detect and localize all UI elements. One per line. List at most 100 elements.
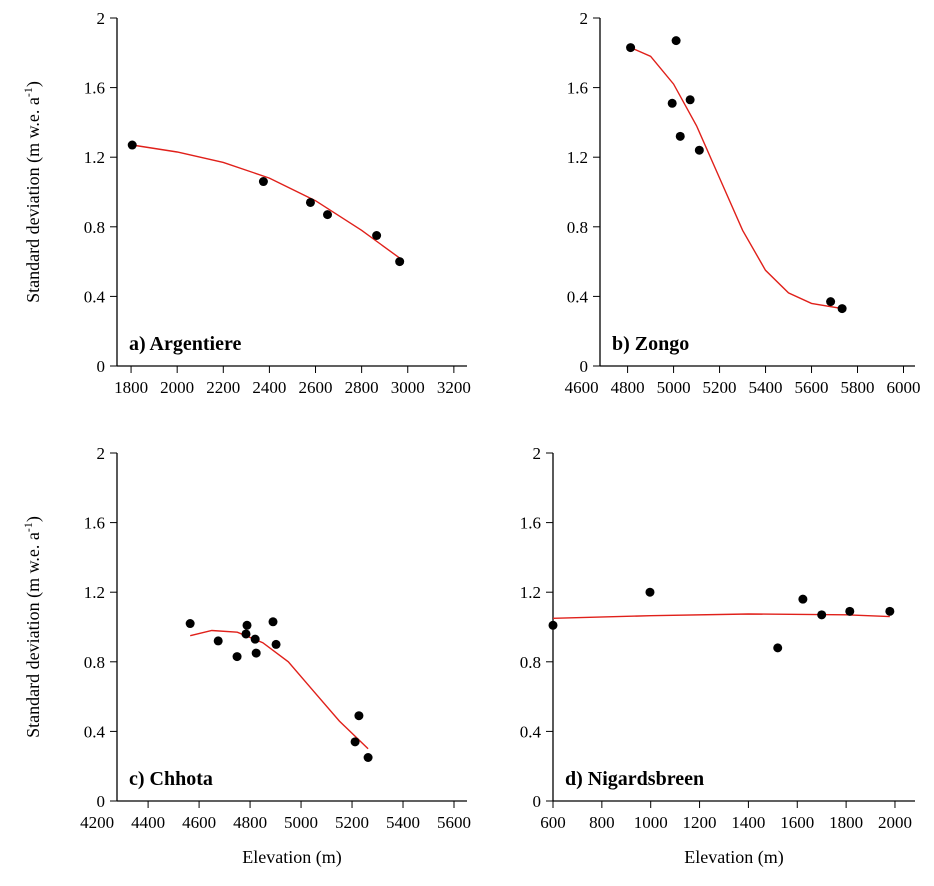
x-tick-label: 800	[589, 813, 615, 832]
panel-title: a) Argentiere	[129, 333, 241, 355]
y-tick-label: 0	[533, 792, 542, 811]
panel: 0 0.4 0.8 1.2 1.6 2 600 800 1000 1200 1400 1600 1800…	[520, 444, 915, 868]
y-label-end: )	[23, 81, 44, 87]
x-tick-label: 5200	[335, 813, 369, 832]
data-point	[271, 639, 281, 649]
data-point	[817, 610, 827, 620]
y-tick-label: 2	[97, 9, 106, 28]
y-tick-label: 0	[97, 792, 106, 811]
data-point	[251, 648, 261, 658]
x-tick-label: 2800	[345, 378, 379, 397]
x-tick-label: 4600	[565, 378, 599, 397]
fit-curve	[630, 46, 843, 310]
x-tick-label: 5200	[703, 378, 737, 397]
y-tick-label: 0.8	[567, 218, 588, 237]
y-tick-label: 2	[97, 444, 106, 463]
panel: 0 0.4 0.8 1.2 1.6 2 4200 4400 4600 4800 5000 5200 54…	[21, 444, 471, 868]
y-tick-label: 1.2	[520, 583, 541, 602]
x-tick-label: 4200	[80, 813, 114, 832]
x-tick-label: 6000	[887, 378, 921, 397]
data-point	[323, 210, 333, 220]
panel: 0 0.4 0.8 1.2 1.6 2 1800 2000 2200 2400 2600 2800 30…	[21, 9, 471, 397]
y-tick-label: 0.4	[520, 722, 542, 741]
data-point	[250, 634, 260, 644]
panel: 0 0.4 0.8 1.2 1.6 2 4600 4800 5000 5200 5400 5600 58…	[565, 9, 921, 397]
data-point	[826, 297, 836, 307]
data-point	[185, 619, 195, 629]
x-tick-label: 2200	[206, 378, 240, 397]
y-axis-label: Standard deviation (m w.e. a-1)	[21, 81, 44, 303]
data-point	[395, 257, 405, 267]
data-point	[694, 145, 704, 155]
x-tick-label: 2000	[160, 378, 194, 397]
panel-title: c) Chhota	[129, 768, 213, 790]
fit-curve	[552, 613, 890, 619]
data-point	[213, 636, 223, 646]
x-tick-label: 2400	[252, 378, 286, 397]
x-axis-label: Elevation (m)	[684, 847, 783, 868]
x-tick-label: 5400	[749, 378, 783, 397]
data-point	[798, 594, 808, 604]
data-point	[773, 643, 783, 653]
x-tick-label: 1400	[731, 813, 765, 832]
y-label-sup: -1	[21, 87, 35, 97]
y-tick-label: 0.8	[84, 218, 105, 237]
x-tick-label: 1200	[683, 813, 717, 832]
y-tick-label: 2	[580, 9, 589, 28]
data-point	[354, 711, 364, 721]
y-label-text: Standard deviation (m w.e. a	[23, 532, 44, 738]
data-point	[671, 36, 681, 46]
y-tick-label: 0	[97, 357, 106, 376]
data-point	[363, 753, 373, 762]
y-tick-label: 1.2	[84, 148, 105, 167]
y-tick-label: 0.4	[84, 287, 106, 306]
x-tick-label: 4800	[233, 813, 267, 832]
data-point	[350, 737, 360, 747]
x-tick-label: 1000	[634, 813, 668, 832]
data-point	[885, 606, 895, 616]
data-point	[258, 177, 268, 187]
y-tick-label: 1.2	[84, 583, 105, 602]
y-tick-label: 1.6	[520, 514, 541, 533]
x-tick-label: 5600	[795, 378, 829, 397]
x-tick-label: 4400	[131, 813, 165, 832]
y-tick-label: 2	[533, 444, 542, 463]
y-label-sup: -1	[21, 522, 35, 532]
x-tick-label: 1800	[829, 813, 863, 832]
data-point	[232, 652, 242, 662]
data-point	[685, 95, 695, 105]
x-tick-label: 5400	[386, 813, 420, 832]
x-tick-label: 3200	[437, 378, 471, 397]
y-tick-label: 0.4	[84, 722, 106, 741]
data-point	[127, 140, 137, 150]
x-axis-label: Elevation (m)	[242, 847, 341, 868]
y-label-text: Standard deviation (m w.e. a	[23, 97, 44, 303]
data-point	[241, 629, 251, 639]
data-point	[372, 231, 382, 240]
x-tick-label: 1800	[114, 378, 148, 397]
x-tick-label: 1600	[780, 813, 814, 832]
y-tick-label: 1.6	[84, 79, 105, 98]
x-tick-label: 4800	[611, 378, 645, 397]
data-point	[645, 587, 655, 597]
y-tick-label: 1.6	[567, 79, 588, 98]
x-tick-label: 5000	[284, 813, 318, 832]
data-point	[268, 617, 278, 627]
data-point	[667, 98, 677, 108]
x-tick-label: 4600	[182, 813, 216, 832]
y-tick-label: 0	[580, 357, 589, 376]
x-tick-label: 5000	[657, 378, 691, 397]
data-point	[837, 304, 847, 314]
data-point	[845, 606, 855, 616]
y-axis-label: Standard deviation (m w.e. a-1)	[21, 516, 44, 738]
y-tick-label: 1.6	[84, 514, 105, 533]
data-point	[242, 620, 252, 630]
y-tick-label: 1.2	[567, 148, 588, 167]
x-tick-label: 600	[540, 813, 566, 832]
x-tick-label: 2600	[299, 378, 333, 397]
y-tick-label: 0.8	[520, 653, 541, 672]
x-tick-label: 2000	[878, 813, 912, 832]
x-tick-label: 5800	[841, 378, 875, 397]
y-label-end: )	[23, 516, 44, 522]
data-point	[548, 620, 558, 630]
